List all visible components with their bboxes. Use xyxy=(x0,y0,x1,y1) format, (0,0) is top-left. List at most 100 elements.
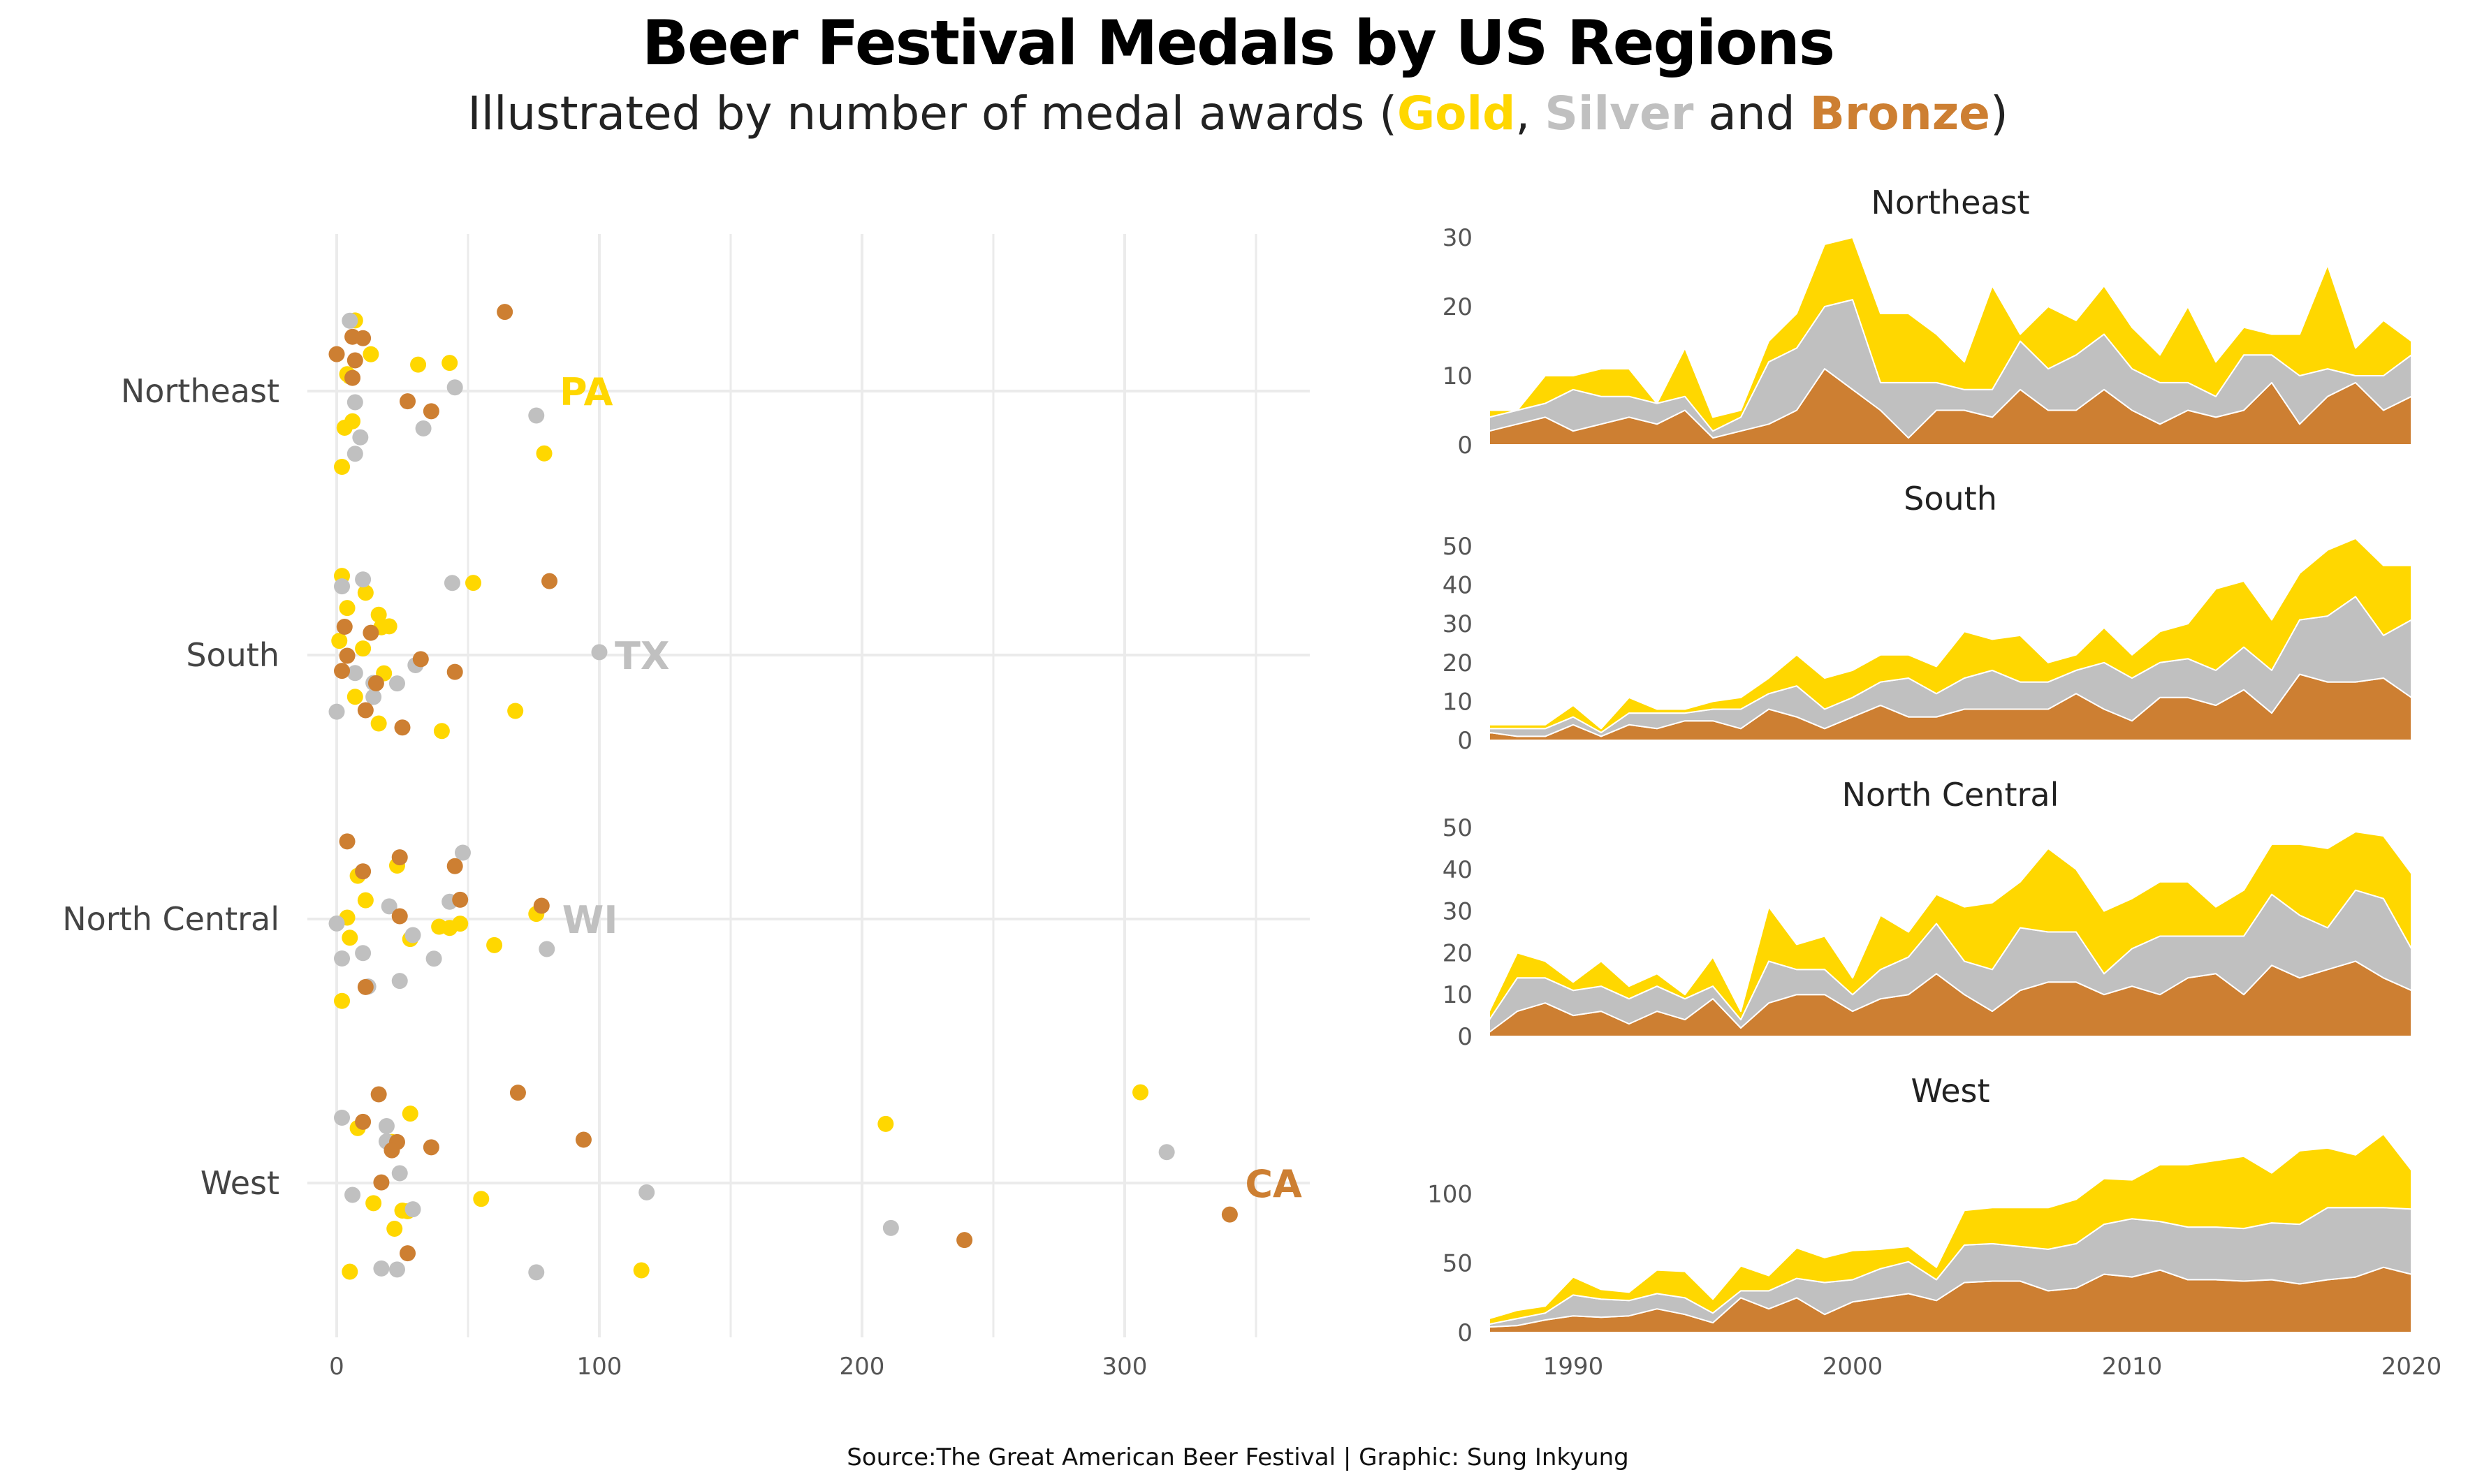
panel-y-tick: 10 xyxy=(1443,981,1473,1009)
area-west-gold xyxy=(1489,1133,2412,1325)
medal-point-bronze xyxy=(423,1139,439,1156)
panel-y-tick: 50 xyxy=(1443,533,1473,561)
medal-point-gold xyxy=(365,1195,382,1212)
medal-point-bronze xyxy=(370,1086,387,1103)
medal-point-silver xyxy=(378,1117,395,1134)
medal-point-silver xyxy=(391,1165,408,1182)
medal-point-silver xyxy=(404,1201,421,1218)
medal-point-silver xyxy=(528,407,545,424)
panel-title-west: West xyxy=(1911,1072,1990,1110)
medal-point-silver xyxy=(391,973,408,990)
area-panels: Northeast 0 10 20 30 South 0 10 20 30 40 50 North Ce… xyxy=(1427,184,2441,1381)
panel-y-tick: 0 xyxy=(1457,1023,1473,1051)
medal-point-bronze xyxy=(533,897,550,914)
medal-point-bronze xyxy=(956,1232,973,1249)
medal-point-gold xyxy=(536,445,553,462)
medal-point-gold xyxy=(486,936,503,953)
medal-point-bronze xyxy=(355,863,372,880)
medal-point-gold xyxy=(877,1115,894,1132)
medal-point-silver xyxy=(328,915,345,932)
medal-point-silver xyxy=(344,1187,361,1203)
medal-point-bronze xyxy=(357,702,374,719)
medal-point-bronze xyxy=(541,573,558,589)
medal-point-bronze xyxy=(339,833,356,850)
y-tick-label-northeast: Northeast xyxy=(121,372,279,410)
chart-subtitle: Illustrated by number of medal awards (G… xyxy=(467,87,2008,140)
medal-point-silver xyxy=(882,1219,899,1236)
medal-point-gold xyxy=(334,992,351,1009)
medal-point-bronze xyxy=(355,1113,372,1130)
medal-point-silver xyxy=(373,1260,390,1277)
medal-point-gold xyxy=(465,575,482,592)
medal-point-silver xyxy=(388,675,405,692)
medal-point-silver xyxy=(365,689,382,705)
panel-y-tick: 40 xyxy=(1443,856,1473,884)
medal-point-bronze xyxy=(412,651,429,668)
medal-point-silver xyxy=(591,644,608,661)
panel-y-tick: 100 xyxy=(1427,1180,1473,1208)
medal-point-bronze xyxy=(363,624,379,641)
panel-y-tick: 40 xyxy=(1443,572,1473,600)
medal-point-gold xyxy=(346,689,363,705)
medal-point-silver xyxy=(328,703,345,720)
medal-point-gold xyxy=(381,618,397,635)
medal-point-gold xyxy=(342,930,358,946)
medal-point-bronze xyxy=(384,1142,400,1159)
medal-point-silver xyxy=(355,945,372,962)
medal-point-gold xyxy=(1132,1084,1149,1101)
panel-y-tick: 20 xyxy=(1443,293,1473,321)
area-south-gold xyxy=(1489,537,2412,733)
medal-point-bronze xyxy=(391,908,408,925)
medal-point-silver xyxy=(638,1184,655,1200)
medal-point-silver xyxy=(352,429,369,446)
medal-point-gold xyxy=(370,715,387,732)
medal-point-silver xyxy=(346,394,363,411)
medal-point-bronze xyxy=(339,647,356,664)
medal-point-silver xyxy=(528,1264,545,1281)
medal-point-gold xyxy=(633,1262,650,1279)
medal-point-silver xyxy=(355,571,372,588)
medal-point-gold xyxy=(433,723,450,740)
y-tick-label-north-central: North Central xyxy=(62,900,279,938)
panel-y-tick: 10 xyxy=(1443,362,1473,390)
panel-y-tick: 30 xyxy=(1443,898,1473,926)
medal-point-bronze xyxy=(400,393,416,410)
medal-point-bronze xyxy=(394,719,411,736)
medal-point-gold xyxy=(357,585,374,601)
medal-point-bronze xyxy=(336,618,353,635)
panel-y-tick: 0 xyxy=(1457,432,1473,460)
state-label-tx: TX xyxy=(615,634,669,678)
medal-point-bronze xyxy=(355,330,372,346)
state-label-wi: WI xyxy=(562,898,618,942)
area-x-tick-label: 2000 xyxy=(1823,1353,1883,1381)
subtitle-sep2: and xyxy=(1693,87,1809,140)
area-x-tick-label: 1990 xyxy=(1543,1353,1604,1381)
medal-point-silver xyxy=(346,446,363,462)
state-label-ca: CA xyxy=(1245,1162,1302,1206)
panel-y-tick: 30 xyxy=(1443,610,1473,638)
medal-point-silver xyxy=(342,312,358,329)
medal-point-silver xyxy=(539,941,555,957)
medal-point-silver xyxy=(334,1109,351,1126)
medal-point-silver xyxy=(415,420,432,437)
subtitle-suffix: ) xyxy=(1990,87,2008,140)
medal-point-gold xyxy=(370,606,387,623)
medal-point-silver xyxy=(444,575,460,592)
medal-point-gold xyxy=(344,413,361,429)
medal-point-bronze xyxy=(452,891,469,908)
panel-y-tick: 0 xyxy=(1457,727,1473,755)
medal-point-silver xyxy=(346,665,363,682)
subtitle-sep1: , xyxy=(1515,87,1545,140)
medal-point-bronze xyxy=(357,978,374,995)
medal-point-gold xyxy=(342,1263,358,1280)
x-tick-label: 0 xyxy=(329,1353,344,1381)
medal-point-bronze xyxy=(367,675,384,691)
medal-point-gold xyxy=(334,459,351,476)
medal-point-silver xyxy=(334,950,351,967)
chart-title: Beer Festival Medals by US Regions xyxy=(642,7,1834,79)
state-label-pa: PA xyxy=(560,370,613,414)
medal-point-bronze xyxy=(328,346,345,362)
medal-point-gold xyxy=(363,346,379,362)
panel-title-northeast: Northeast xyxy=(1871,184,2029,221)
